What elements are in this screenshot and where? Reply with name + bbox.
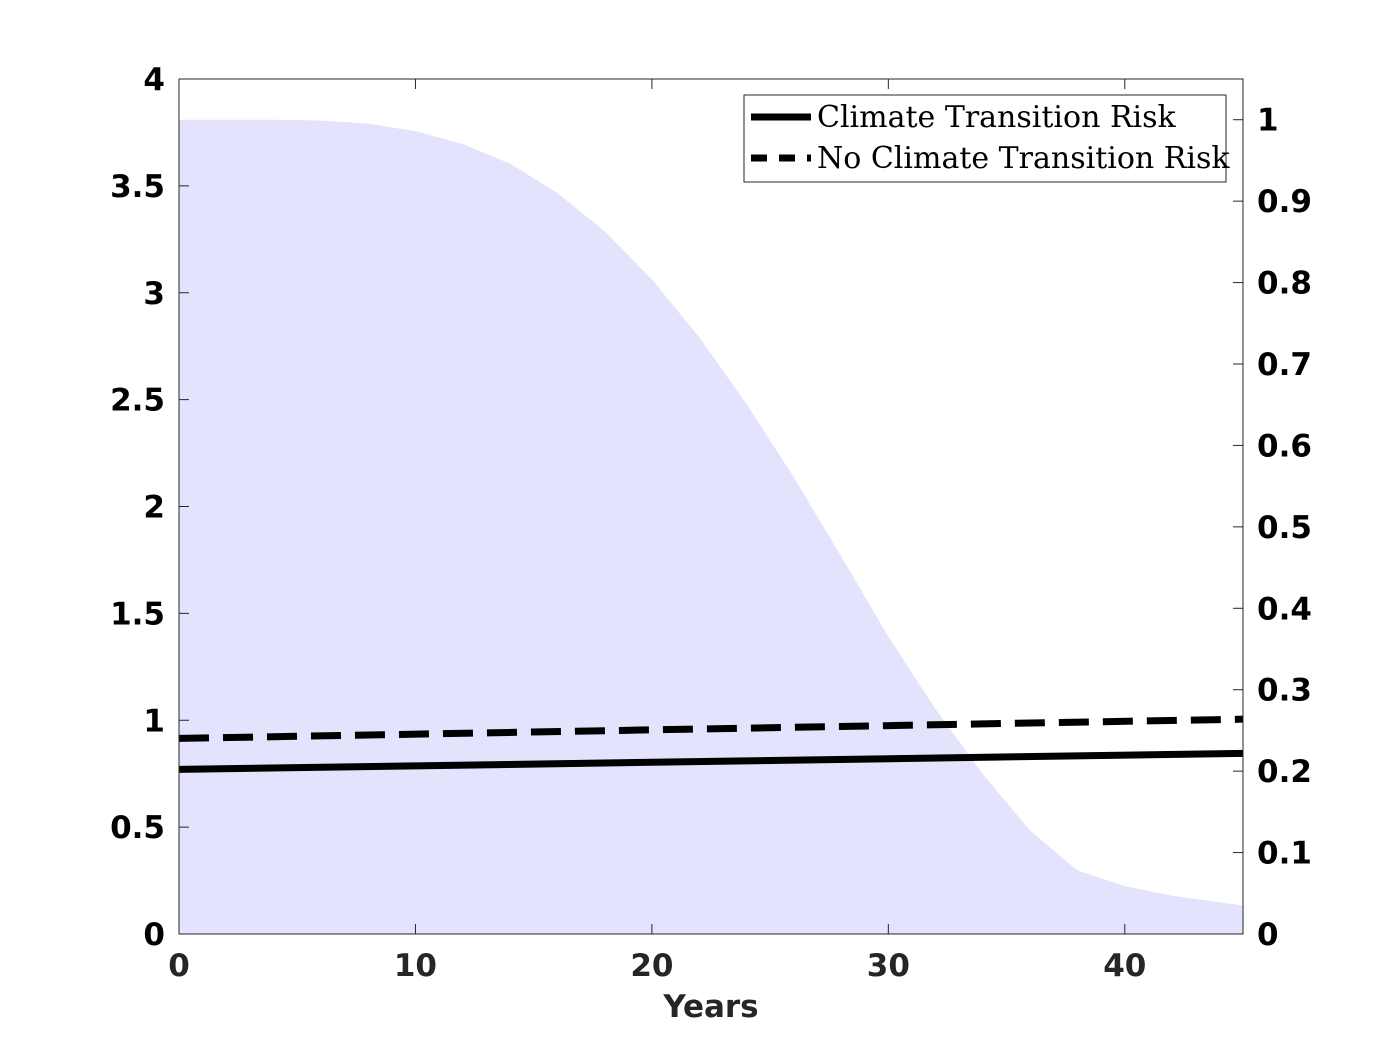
y-tick-label: 3.5 bbox=[110, 169, 165, 205]
y-tick-label: 1 bbox=[143, 703, 165, 739]
y-right-tick-label: 0.1 bbox=[1257, 836, 1312, 872]
x-tick-label: 30 bbox=[867, 948, 910, 984]
y-right-tick-label: 0.3 bbox=[1257, 673, 1312, 709]
legend-label: Climate Transition Risk bbox=[817, 100, 1177, 135]
series-line-transition-risk bbox=[178, 749, 1244, 773]
y-tick-label: 3 bbox=[143, 276, 165, 312]
y-right-tick-label: 1 bbox=[1257, 103, 1279, 139]
y-right-tick-label: 0.9 bbox=[1257, 184, 1312, 220]
x-tick-label: 20 bbox=[630, 948, 673, 984]
y-tick-label: 0.5 bbox=[110, 810, 165, 846]
shaded-area bbox=[179, 119, 1243, 934]
y-right-tick-label: 0.5 bbox=[1257, 510, 1312, 546]
shaded-area-layer bbox=[179, 119, 1243, 934]
x-tick-label: 0 bbox=[168, 948, 190, 984]
x-tick-label: 10 bbox=[394, 948, 437, 984]
legend-label: No Climate Transition Risk bbox=[817, 141, 1230, 176]
ticks-layer: 0 10 20 30 4000.511.522.533.5400.10.20.30.40… bbox=[110, 62, 1312, 984]
y-right-tick-label: 0.4 bbox=[1257, 591, 1312, 627]
y-tick-label: 1.5 bbox=[110, 596, 165, 632]
series-line-no-transition-risk bbox=[178, 715, 1244, 742]
y-tick-label: 4 bbox=[143, 62, 165, 98]
legend: Climate Transition Risk No Climate Transi… bbox=[743, 94, 1230, 183]
y-right-tick-label: 0.7 bbox=[1257, 347, 1312, 383]
y-tick-label: 0 bbox=[143, 917, 165, 953]
y-right-tick-label: 0 bbox=[1257, 917, 1279, 953]
x-tick-label: 40 bbox=[1103, 948, 1146, 984]
series-layer bbox=[178, 715, 1244, 773]
y-right-tick-label: 0.6 bbox=[1257, 428, 1312, 464]
y-right-tick-label: 0.2 bbox=[1257, 754, 1312, 790]
y-right-tick-label: 0.8 bbox=[1257, 266, 1312, 302]
y-tick-label: 2 bbox=[143, 490, 165, 526]
legend-box bbox=[743, 94, 1227, 183]
x-axis-title: Years bbox=[662, 989, 758, 1025]
y-tick-label: 2.5 bbox=[110, 383, 165, 419]
